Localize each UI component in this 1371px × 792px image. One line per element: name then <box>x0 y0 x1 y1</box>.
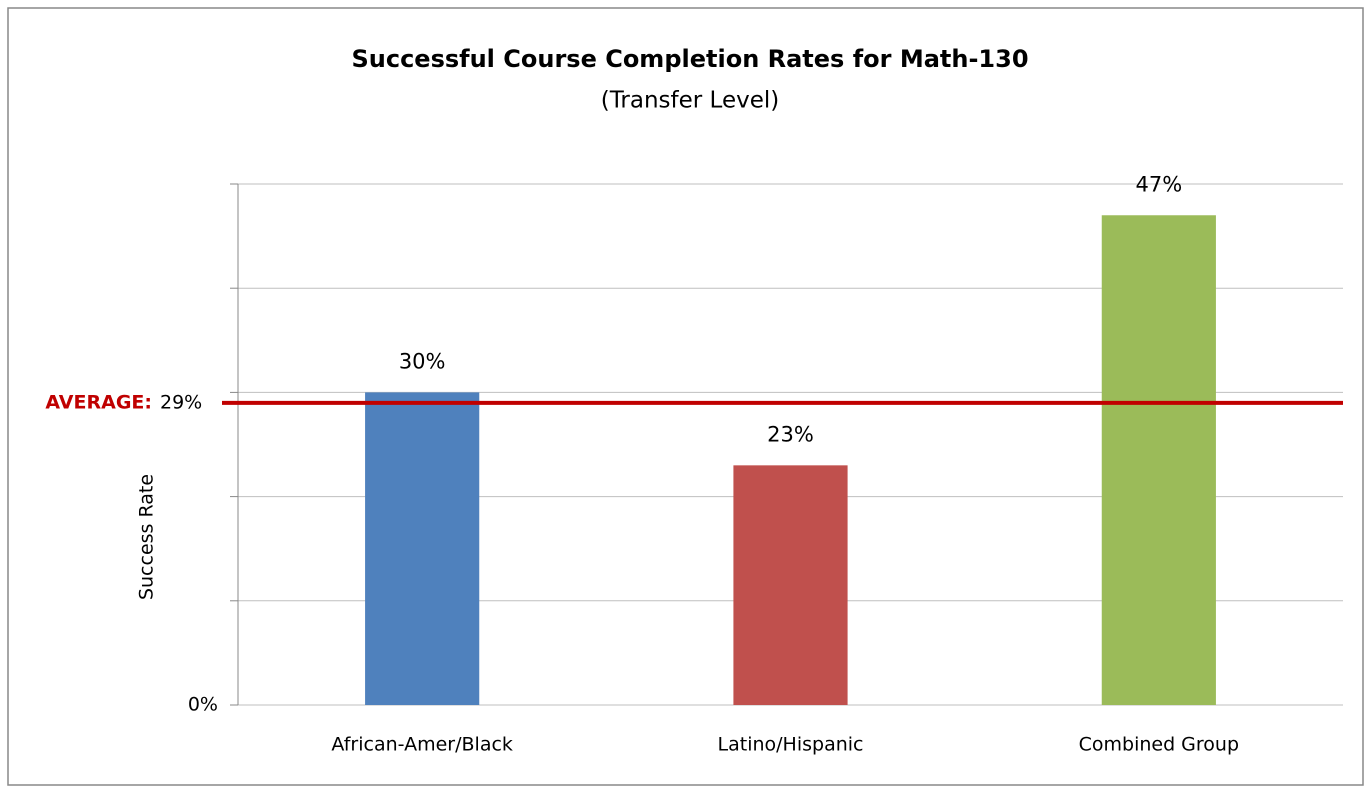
bar <box>365 392 480 705</box>
chart-title: Successful Course Completion Rates for M… <box>351 45 1028 73</box>
bar <box>1101 215 1216 705</box>
data-label: 23% <box>767 422 814 446</box>
x-tick-label: Combined Group <box>1079 734 1239 756</box>
average-label: AVERAGE: <box>45 391 152 413</box>
data-label: 30% <box>399 349 446 373</box>
chart-subtitle: (Transfer Level) <box>601 88 779 114</box>
y-tick-label: 0% <box>188 694 218 716</box>
bar <box>733 465 848 705</box>
x-tick-label: African-Amer/Black <box>331 734 512 756</box>
x-tick-label: Latino/Hispanic <box>718 734 864 756</box>
data-label: 47% <box>1135 172 1182 196</box>
y-axis-label: Success Rate <box>136 474 158 600</box>
average-value-label: 29% <box>160 391 202 413</box>
